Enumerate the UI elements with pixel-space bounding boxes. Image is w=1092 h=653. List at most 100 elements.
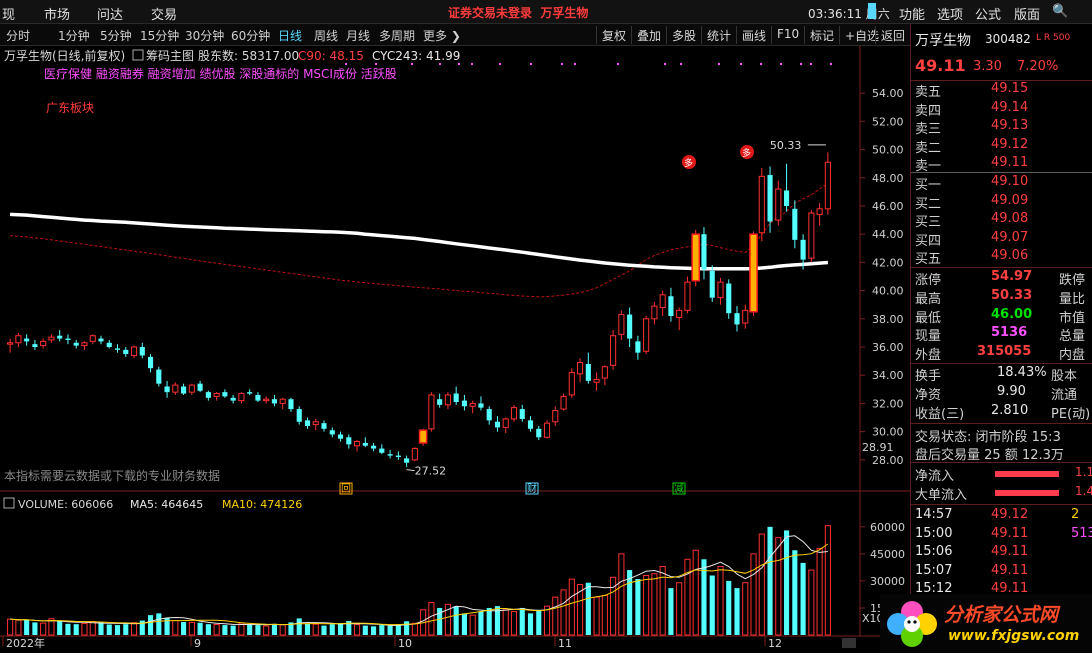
event-tag-box xyxy=(672,482,686,495)
price-tick-label: 32.00 xyxy=(872,397,904,410)
volume-bar-down xyxy=(800,562,806,635)
volume-checkbox[interactable] xyxy=(3,497,15,509)
tick-time: 15:12 xyxy=(915,581,953,596)
tick-time: 15:06 xyxy=(915,544,953,559)
candle-up xyxy=(502,418,509,428)
overlay-button[interactable]: 叠加 xyxy=(631,26,666,44)
menu-item-trade[interactable]: 交易 xyxy=(151,8,178,23)
multi-stock-button[interactable]: 多股 xyxy=(666,26,701,44)
signal-dot xyxy=(830,63,832,65)
candle-up xyxy=(15,335,22,344)
price-tick-label: 50.00 xyxy=(872,144,904,157)
volume-bar-down xyxy=(371,626,377,635)
candle-down xyxy=(205,392,211,398)
candle-up xyxy=(48,336,55,341)
ask-price: 49.12 xyxy=(991,136,1029,152)
candle-down xyxy=(164,386,170,393)
menu-item-options[interactable]: 选项 xyxy=(937,8,964,23)
candle-down xyxy=(585,363,591,381)
period-more[interactable]: 更多 ❯ xyxy=(423,29,461,43)
candle-down xyxy=(271,399,278,404)
period-60min[interactable]: 60分钟 xyxy=(231,29,271,43)
stat-label-2: 市值 xyxy=(1059,310,1086,326)
volume-bar-up xyxy=(610,576,617,636)
volume-tick-label: 60000 xyxy=(870,521,905,534)
volume-bar-up xyxy=(692,549,699,636)
holders-value: 股东数: 58317.00 xyxy=(198,48,299,63)
volume-bar-down xyxy=(222,625,228,635)
volume-bar-down xyxy=(709,575,715,635)
volume-bar-up xyxy=(742,582,749,636)
menu-item-layout[interactable]: 版面 xyxy=(1014,8,1041,23)
period-daily[interactable]: 日线 xyxy=(278,29,303,43)
indicator-checkbox[interactable] xyxy=(132,49,144,61)
stat-label-2: 总量 xyxy=(1059,329,1086,345)
menu-item-function[interactable]: 功能 xyxy=(899,8,926,23)
period-5min[interactable]: 5分钟 xyxy=(100,29,132,43)
menu-item-formula[interactable]: 公式 xyxy=(975,8,1002,23)
quote-stock-name: 万孚生物 xyxy=(915,33,971,49)
stats-button[interactable]: 统计 xyxy=(701,26,736,44)
signal-dot xyxy=(471,63,473,65)
bid-label: 买一 xyxy=(915,178,942,193)
stat-label: 外盘 xyxy=(915,348,942,364)
stat-label-2: 内盘 xyxy=(1059,348,1086,364)
stat2-label-2: PE(动) xyxy=(1051,407,1091,422)
candle-up xyxy=(568,371,575,396)
period-30min[interactable]: 30分钟 xyxy=(185,29,225,43)
price-tick-label: 54.00 xyxy=(872,87,904,100)
volume-bar-up xyxy=(659,565,666,636)
period-monthly[interactable]: 月线 xyxy=(346,29,371,43)
flower-logo-icon xyxy=(887,601,937,647)
period-multi[interactable]: 多周期 xyxy=(379,29,416,43)
quote-price: 49.11 xyxy=(915,56,966,75)
volume-bar-up xyxy=(213,624,220,636)
back-button[interactable]: 返回 xyxy=(875,26,910,44)
menu-item-market[interactable]: 市场 xyxy=(44,8,71,23)
draw-line-button[interactable]: 画线 xyxy=(736,26,771,44)
mark-button[interactable]: 标记 xyxy=(804,26,839,44)
f10-button[interactable]: F10 xyxy=(771,26,804,44)
candle-down xyxy=(346,437,352,445)
period-fenshi[interactable]: 分时 xyxy=(6,29,31,43)
volume-bar-up xyxy=(502,609,509,636)
candle-up xyxy=(469,402,476,407)
volume-bar-down xyxy=(98,622,104,635)
volume-bar-down xyxy=(379,625,385,635)
stat-label: 最低 xyxy=(915,310,942,326)
volume-bar-up xyxy=(411,622,418,636)
volume-bar-down xyxy=(734,588,740,635)
logo-text: 分析家公式网 xyxy=(944,604,1059,626)
scroll-minus-icon[interactable] xyxy=(842,638,856,648)
menu-item-xian[interactable]: 现 xyxy=(2,8,16,23)
net-inflow-value: 1.1 xyxy=(1075,465,1092,479)
search-icon[interactable]: 🔍 xyxy=(1052,4,1069,19)
period-15min[interactable]: 15分钟 xyxy=(140,29,180,43)
add-watchlist-button[interactable]: +自选 xyxy=(839,26,884,44)
volume-bar-up xyxy=(824,525,831,636)
candle-up xyxy=(40,340,47,347)
stat-value: 54.97 xyxy=(991,269,1033,284)
candle-down xyxy=(222,392,228,397)
date-tick-label: 10 xyxy=(398,637,412,650)
date-axis: 2022年 9 10 11 12 xyxy=(2,636,782,650)
fuquan-button[interactable]: 复权 xyxy=(596,26,631,44)
tick-price: 49.11 xyxy=(991,525,1029,541)
date-tick-label: 9 xyxy=(194,637,201,650)
period-weekly[interactable]: 周线 xyxy=(314,29,339,43)
bid-price: 49.06 xyxy=(991,248,1029,263)
volume-bar-down xyxy=(271,623,278,635)
candle-down xyxy=(536,428,542,438)
kline-chart[interactable]: 万孚生物(日线,前复权) 筹码主图 股东数: 58317.00 C90: 48.… xyxy=(0,46,910,651)
candle-limit-up xyxy=(749,233,758,313)
menu-item-wenda[interactable]: 问达 xyxy=(97,8,124,23)
quote-panel: 万孚生物 300482 L R 500 49.11 3.30 7.20% 交易状… xyxy=(910,24,1092,653)
period-toolbar: 分时 1分钟 5分钟 15分钟 30分钟 60分钟 日线 周线 月线 多周期 更… xyxy=(0,24,910,46)
price-tick-label: 30.00 xyxy=(872,426,904,439)
volume-bar-down xyxy=(494,606,501,635)
volume-bar-down xyxy=(486,607,492,635)
price-axis: 28.00 30.00 32.00 34.00 36.00 38.00 40.00 42.00… xyxy=(860,87,904,467)
period-1min[interactable]: 1分钟 xyxy=(58,29,90,43)
signal-dot xyxy=(800,63,802,65)
net-inflow-bar xyxy=(995,471,1059,477)
